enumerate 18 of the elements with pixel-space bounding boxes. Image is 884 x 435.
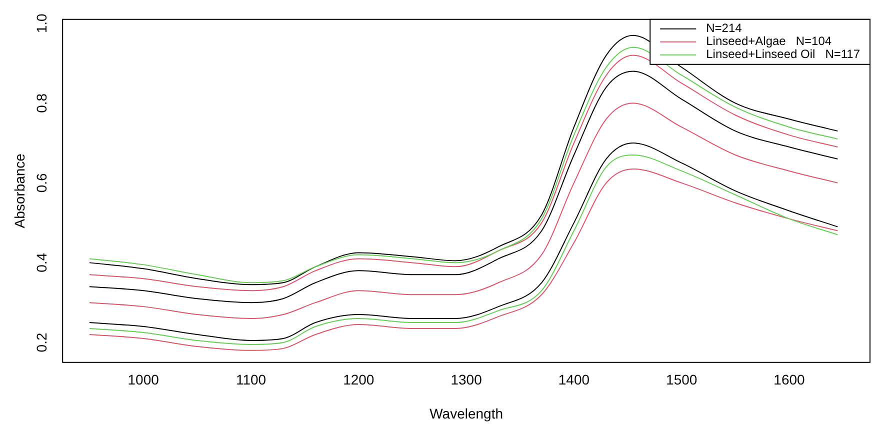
x-tick-label: 1300 bbox=[450, 372, 482, 388]
x-tick-label: 1500 bbox=[666, 372, 698, 388]
y-tick-label: 0.4 bbox=[34, 252, 50, 272]
x-axis-title: Wavelength bbox=[430, 405, 504, 422]
y-tick-label: 0.2 bbox=[34, 332, 50, 352]
line-series bbox=[89, 102, 838, 320]
legend-label: N=214 bbox=[706, 21, 742, 36]
x-tick-label: 1100 bbox=[236, 372, 266, 388]
y-tick-label: 0.8 bbox=[34, 93, 50, 113]
legend-label: Linseed+Linseed Oil N=117 bbox=[706, 47, 860, 62]
legend-label: Linseed+Algae N=104 bbox=[706, 34, 832, 48]
x-tick-label: 1600 bbox=[774, 372, 806, 388]
y-tick-label: 1.0 bbox=[34, 13, 50, 34]
y-tick-label: 0.6 bbox=[34, 172, 50, 193]
y-axis-title: Absorbance bbox=[11, 153, 28, 228]
x-tick-label: 1200 bbox=[343, 372, 374, 388]
x-tick-label: 1000 bbox=[128, 372, 160, 388]
x-tick-label: 1400 bbox=[558, 372, 590, 388]
